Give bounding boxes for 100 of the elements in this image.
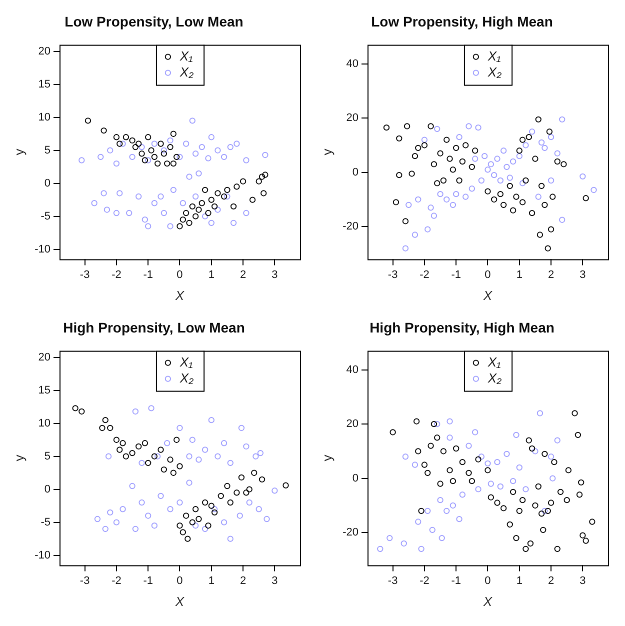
x-tick-label: 0 (484, 574, 491, 587)
point (542, 450, 548, 458)
point (224, 482, 230, 490)
point (158, 446, 164, 453)
point (430, 161, 438, 168)
point (459, 158, 466, 165)
point (151, 154, 158, 160)
y-tick-label: -20 (342, 220, 358, 233)
point (176, 223, 183, 230)
point (151, 453, 158, 460)
point (186, 220, 192, 226)
y-tick-label: 0 (352, 166, 358, 178)
point (528, 210, 536, 216)
point (396, 172, 402, 178)
point (488, 494, 494, 500)
y-tick-label: -20 (342, 526, 358, 539)
x-tick-label: -1 (451, 268, 461, 281)
x-tick-label: 3 (580, 268, 586, 281)
point (256, 178, 262, 184)
point (214, 190, 221, 196)
y-axis-title: y (11, 454, 26, 462)
point (513, 194, 520, 200)
point (404, 123, 410, 130)
point (519, 496, 526, 504)
point (582, 538, 589, 544)
point (396, 135, 402, 142)
legend-label: X₂ (486, 64, 502, 80)
y-axis-title: y (319, 454, 334, 462)
y-axis-title: y (11, 148, 26, 156)
point (148, 147, 154, 154)
point (453, 445, 460, 452)
point (167, 144, 174, 150)
point (251, 470, 258, 476)
chart-title: High Propensity, Low Mean (63, 319, 245, 336)
x-tick-label: 2 (240, 268, 246, 281)
point (450, 478, 456, 484)
point (484, 467, 491, 474)
x-tick-label: -3 (80, 574, 90, 587)
point (418, 508, 424, 514)
point (211, 509, 218, 516)
point (160, 466, 168, 473)
y-tick-label: -10 (34, 549, 50, 562)
x-tick-label: 3 (580, 574, 586, 587)
point (262, 172, 268, 178)
x-tick-label: 1 (208, 574, 214, 587)
point (182, 512, 190, 519)
x-tick-label: 0 (176, 268, 183, 281)
point (519, 136, 526, 143)
point (574, 432, 582, 438)
point (551, 458, 558, 466)
point (120, 440, 126, 446)
legend-label: X₁ (178, 354, 193, 370)
point (516, 148, 522, 154)
y-tick-label: 40 (346, 58, 358, 70)
point (424, 470, 431, 476)
legend-label: X₁ (178, 48, 193, 64)
point (208, 196, 214, 203)
point (475, 456, 482, 462)
y-tick-label: 5 (44, 144, 50, 156)
point (580, 532, 586, 538)
point (472, 148, 478, 154)
x-tick-label: 0 (176, 574, 183, 587)
point (205, 522, 212, 529)
point (440, 177, 447, 184)
point (510, 207, 516, 214)
point (164, 160, 170, 167)
point (138, 150, 145, 157)
point (437, 150, 444, 156)
x-tick-label: 0 (484, 268, 491, 281)
point (230, 203, 237, 210)
y-tick-label: -5 (40, 210, 50, 222)
point (538, 182, 545, 190)
point (122, 134, 130, 140)
point (224, 186, 230, 194)
point (220, 193, 228, 200)
x-tick-label: 3 (272, 268, 278, 281)
point (526, 134, 532, 140)
point (113, 436, 120, 443)
point (234, 184, 240, 190)
point (589, 518, 596, 525)
point (522, 546, 529, 552)
point (196, 516, 202, 522)
point (572, 410, 578, 416)
point (535, 483, 542, 490)
point (446, 467, 453, 474)
point (243, 490, 250, 496)
x-axis-title: X (482, 594, 494, 609)
point (532, 156, 538, 162)
x-tick-label: 1 (516, 574, 522, 587)
x-tick-label: -2 (112, 268, 122, 281)
legend-label: X₁ (486, 354, 501, 370)
point (462, 142, 469, 148)
point (260, 190, 267, 196)
y-tick-label: 40 (346, 364, 358, 376)
point (196, 206, 202, 213)
point (428, 442, 434, 449)
point (136, 140, 142, 147)
point (484, 188, 491, 194)
x-tick-label: -2 (112, 574, 122, 587)
point (528, 445, 536, 452)
